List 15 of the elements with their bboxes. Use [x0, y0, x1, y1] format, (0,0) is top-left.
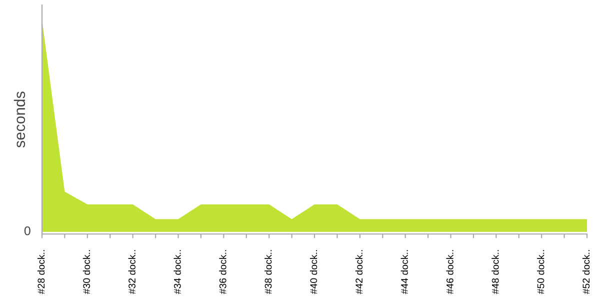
y-axis-title: seconds [14, 92, 26, 148]
text: 0 [24, 226, 30, 236]
x-tick-label: #36 dock.. [219, 250, 226, 294]
x-tick-label: #32 dock.. [128, 250, 136, 294]
x-tick-label: #50 dock.. [537, 250, 544, 294]
x-tick-label: #34 dock.. [174, 250, 181, 294]
x-tick-label: #52 dock.. [582, 250, 590, 294]
x-tick-label: #42 dock.. [355, 250, 363, 294]
x-tick-label: #28 dock.. [37, 250, 45, 294]
x-tick-label: #48 dock.. [492, 250, 499, 294]
x-tick-label: #44 dock.. [400, 250, 408, 294]
x-tick-label: #30 dock.. [82, 250, 90, 294]
x-tick-label: #40 dock.. [310, 250, 318, 294]
x-tick-label: #46 dock.. [446, 250, 454, 294]
x-tick-label: #38 dock.. [264, 250, 272, 294]
